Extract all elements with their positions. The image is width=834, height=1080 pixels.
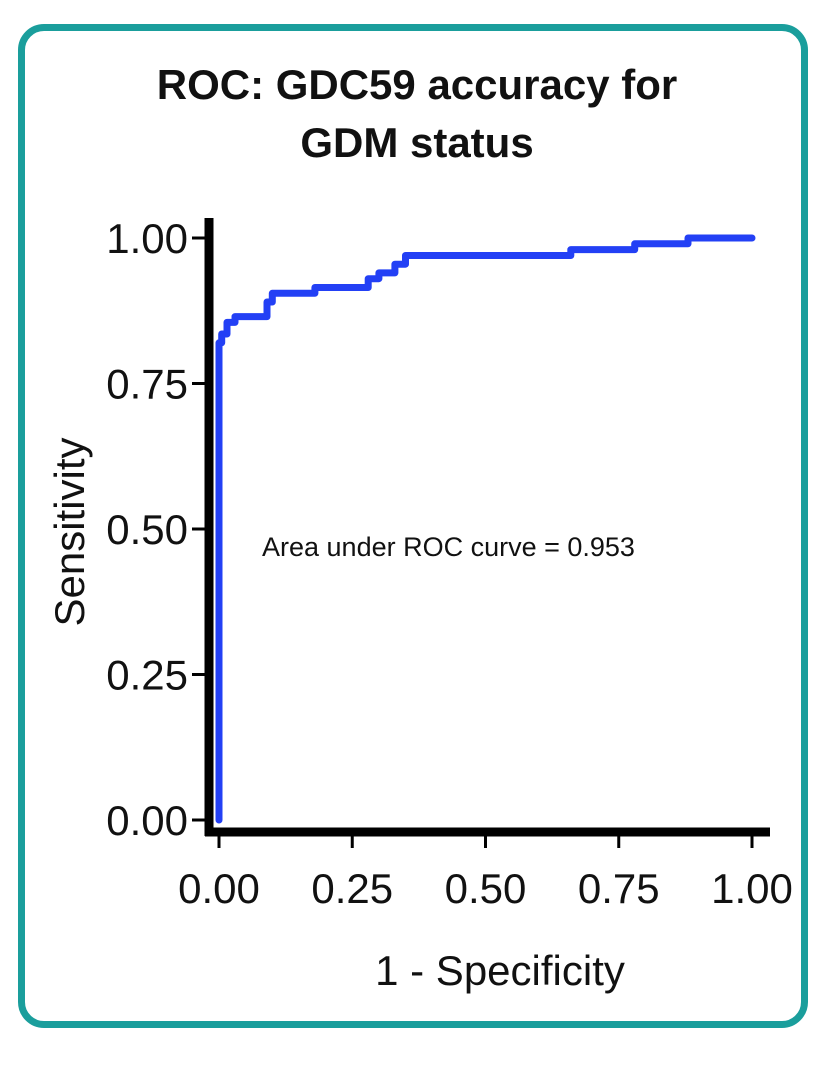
chart-frame: [18, 24, 808, 1028]
chart-title: ROC: GDC59 accuracy for GDM status: [0, 56, 834, 172]
auc-annotation: Area under ROC curve = 0.953: [262, 532, 635, 562]
x-tick-label: 0.25: [311, 865, 393, 912]
roc-curve-line: [215, 234, 756, 824]
y-tick-label: 0.50: [106, 506, 188, 553]
y-tick-label: 0.25: [106, 652, 188, 699]
y-tick-label: 0.75: [106, 361, 188, 408]
x-tick-label: 0.50: [445, 865, 527, 912]
y-axis-title: Sensitivity: [46, 437, 93, 626]
chart-title-line-2: GDM status: [300, 119, 534, 166]
x-tick-label: 0.00: [178, 865, 260, 912]
x-tick-label: 1.00: [711, 865, 793, 912]
x-tick-label: 0.75: [578, 865, 660, 912]
y-tick-label: 1.00: [106, 215, 188, 262]
chart-title-line-1: ROC: GDC59 accuracy for: [156, 61, 678, 108]
y-tick-label: 0.00: [106, 797, 188, 844]
x-axis-title: 1 - Specificity: [375, 947, 625, 994]
